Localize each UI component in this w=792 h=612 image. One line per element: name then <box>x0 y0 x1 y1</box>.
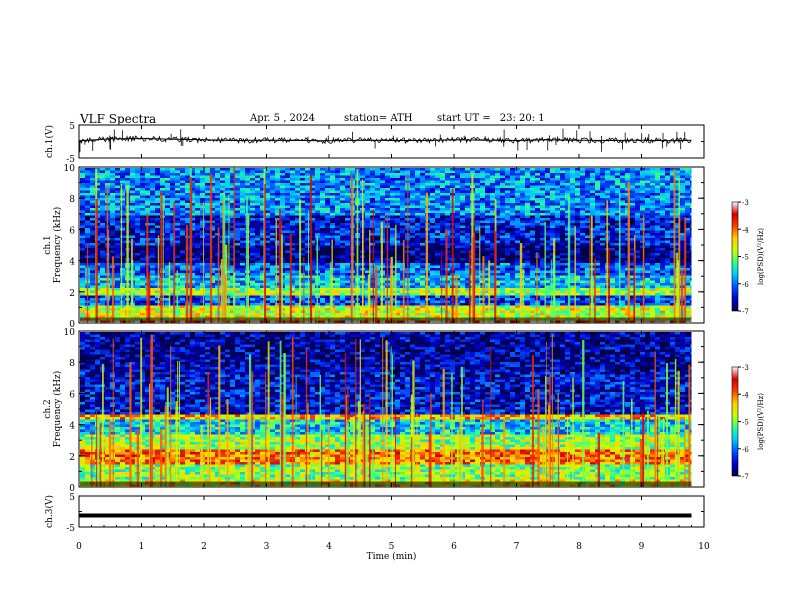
ch3-waveform-ylabel: ch.3(V) <box>44 495 55 528</box>
ch2-spectrogram-ytick-label: 2 <box>69 453 75 463</box>
ch2-spectrogram-ytick-label: 10 <box>64 328 76 338</box>
ch1-spectrogram-colorbar-tick-label: -5 <box>742 254 749 262</box>
start-time-label: start UT = <box>437 113 491 124</box>
plot-title: VLF Spectra <box>80 112 157 126</box>
ch1-spectrogram-colorbar-scale <box>731 201 739 312</box>
ch2-spectrogram-ylabel: ch.2 <box>43 399 53 418</box>
time-tick-label: 9 <box>639 542 645 552</box>
ch1-spectrogram-ytick-label: 2 <box>69 289 75 299</box>
ch2-spectrogram-ytick-label: 8 <box>69 359 75 369</box>
ch1-spectrogram-colorbar-tick-label: -6 <box>742 281 749 289</box>
ch2-spectrogram-colorbar-tick-label: -5 <box>742 419 749 427</box>
station-label: station= ATH <box>344 113 413 124</box>
ch1-waveform-ytick-label: -5 <box>66 155 75 165</box>
ch2-spectrogram-colorbar-tick-label: -3 <box>742 364 749 372</box>
ch1-spectrogram-colorbar-tick-label: -3 <box>742 199 749 207</box>
time-tick-label: 3 <box>264 542 270 552</box>
time-axis-label: Time (min) <box>367 551 417 562</box>
time-tick-label: 10 <box>698 542 710 552</box>
ch1-spectrogram-cells <box>80 167 696 324</box>
ch3-waveform-frame <box>78 495 705 528</box>
ch2-spectrogram-cells <box>80 332 696 488</box>
ch1-spectrogram-ylabel: Frequency (kHz) <box>52 207 63 284</box>
ch2-spectrogram-ytick-label: 6 <box>69 390 75 400</box>
ch2-colorbar: -7 -6 -5 -4 -3 log(PSD)(V²/Hz) <box>731 364 765 481</box>
ch1-waveform-ytick-label: 5 <box>69 122 75 132</box>
ch1-waveform-ylabel: ch.1(V) <box>44 125 55 158</box>
ch3-waveform-ytick-label: -5 <box>66 524 75 534</box>
ch1-spectrogram-colorbar-tick-label: -4 <box>742 226 749 234</box>
ch1-waveform-panel: -5 5 ch.1(V) <box>44 122 705 165</box>
time-tick-label: 6 <box>451 542 457 552</box>
ch2-spectrogram-colorbar-tick-label: -6 <box>742 446 749 454</box>
time-tick-label: 4 <box>326 542 332 552</box>
ch1-spectrogram-ytick-label: 8 <box>69 195 75 205</box>
ch1-spectrogram-ytick-label: 6 <box>69 226 75 236</box>
ch1-spectrogram-ylabel: ch.1 <box>43 235 53 254</box>
ch1-spectrogram-ytick-label: 10 <box>64 164 76 174</box>
ch1-spectrogram-ytick-label: 0 <box>69 320 75 330</box>
time-tick-label: 1 <box>139 542 145 552</box>
time-tick-label: 2 <box>201 542 207 552</box>
ch1-spectrogram-nodata <box>691 167 704 323</box>
ch1-spectrogram-ytick-label: 4 <box>69 258 75 268</box>
ch3-waveform-panel: -5 5 ch.3(V) <box>44 493 705 534</box>
ch3-waveform-ytick-label: 5 <box>69 493 75 503</box>
ch1-waveform-noise <box>78 135 692 145</box>
time-tick-label: 8 <box>576 542 582 552</box>
time-tick-label: 7 <box>514 542 520 552</box>
date-label: Apr. 5 , 2024 <box>250 113 316 124</box>
start-time-value: 23: 20: 1 <box>499 113 545 124</box>
start-time: start UT = 23: 20: 1 <box>437 113 545 124</box>
ch2-spectrogram-colorbar-label: log(PSD)(V²/Hz) <box>757 393 765 450</box>
ch1-spectrogram-colorbar-label: log(PSD)(V²/Hz) <box>757 228 765 285</box>
ch2-spectrogram-colorbar-tick-label: -4 <box>742 391 749 399</box>
time-tick-label: 0 <box>76 542 82 552</box>
ch2-spectrogram-panel: 0 2 4 6 8 10 ch.2 Frequency (kHz) <box>43 328 705 494</box>
time-tick-label: 5 <box>389 542 395 552</box>
ch2-spectrogram-colorbar-scale <box>731 366 739 477</box>
ch1-waveform-frame <box>78 124 705 159</box>
ch1-colorbar: -7 -6 -5 -4 -3 log(PSD)(V²/Hz) <box>731 199 765 316</box>
ch2-spectrogram-nodata <box>691 331 704 487</box>
ch1-spectrogram-panel: 0 2 4 6 8 10 ch.1 Frequency (kHz) <box>43 164 705 330</box>
ch2-spectrogram-colorbar-tick-label: -7 <box>742 473 749 481</box>
time-axis: 0 1 2 3 4 5 6 7 8 9 10 Time (min) <box>76 525 710 562</box>
ch2-spectrogram-ytick-label: 0 <box>69 484 75 494</box>
ch2-spectrogram-ylabel: Frequency (kHz) <box>52 371 63 448</box>
ch2-spectrogram-ytick-label: 4 <box>69 422 75 432</box>
ch1-spectrogram-colorbar-tick-label: -7 <box>742 308 749 316</box>
